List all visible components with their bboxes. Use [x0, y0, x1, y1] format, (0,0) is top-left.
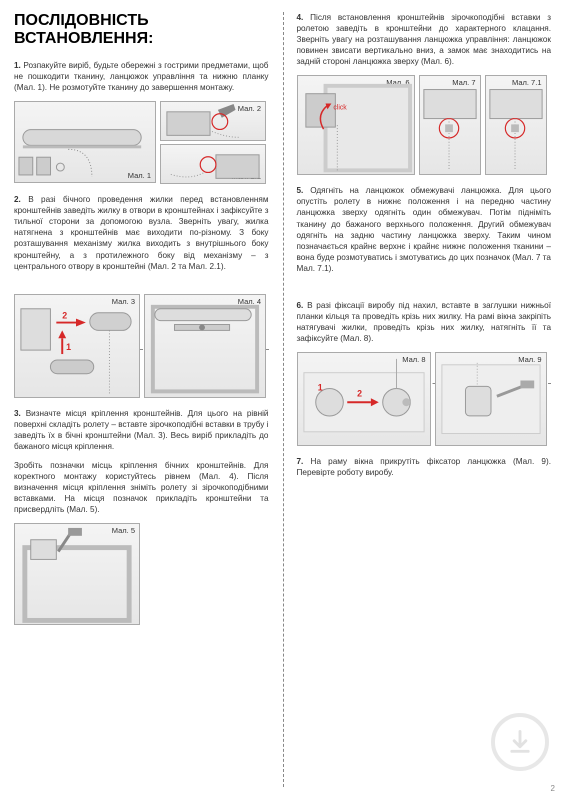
step-6-text: 6. В разі фіксації виробу під нахил, вст… — [297, 300, 552, 344]
fig-row-4: Мал. 6 click Мал. 7 — [297, 75, 552, 175]
figure-8: Мал. 8 1 2 — [297, 352, 431, 446]
page: ПОСЛІДОВНІСТЬ ВСТАНОВЛЕННЯ: 1. Розпакуйт… — [0, 0, 565, 799]
figure-4-graphic — [145, 295, 265, 397]
fig-row-3: Мал. 5 — [14, 523, 269, 625]
figure-9-graphic — [436, 353, 546, 445]
figure-6: Мал. 6 click — [297, 75, 415, 175]
figure-9: Мал. 9 — [435, 352, 547, 446]
step-3b-text: Зробіть позначки місць кріплення бічних … — [14, 460, 269, 515]
step-2-text: 2. В разі бічного проведення жилки перед… — [14, 194, 269, 271]
figure-3: Мал. 3 2 1 — [14, 294, 140, 398]
svg-text:2: 2 — [62, 310, 67, 320]
watermark-icon — [491, 713, 549, 771]
step-7-text: 7. На раму вікна прикрутіть фіксатор лан… — [297, 456, 552, 478]
step-4-text: 4. Після встановлення кронштейнів зірочк… — [297, 12, 552, 67]
fig-row-2: Мал. 3 2 1 Мал. 4 — [14, 294, 269, 398]
step-1-text: 1. Розпакуйте виріб, будьте обережні з г… — [14, 60, 269, 93]
step-5-text: 5. Одягніть на ланцюжок обмежувачі ланцю… — [297, 185, 552, 274]
click-text: click — [333, 105, 347, 112]
figure-2: Мал. 2 — [160, 101, 266, 141]
figure-7-1-graphic — [486, 76, 546, 173]
figure-7: Мал. 7 — [419, 75, 481, 175]
figure-4: Мал. 4 — [144, 294, 266, 398]
svg-text:1: 1 — [66, 342, 71, 352]
fig-row-1: Мал. 1 Мал. 2 — [14, 101, 269, 184]
right-column: 4. Після встановлення кронштейнів зірочк… — [283, 0, 565, 799]
figure-2-1-graphic — [161, 145, 265, 184]
figure-7-graphic — [420, 76, 480, 173]
figure-2-graphic — [161, 102, 265, 141]
figure-5-graphic — [15, 524, 139, 624]
figure-1: Мал. 1 — [14, 101, 156, 183]
figure-7-1: Мал. 7.1 — [485, 75, 547, 175]
vertical-divider — [283, 12, 284, 787]
figure-5: Мал. 5 — [14, 523, 140, 625]
left-column: ПОСЛІДОВНІСТЬ ВСТАНОВЛЕННЯ: 1. Розпакуйт… — [0, 0, 283, 799]
figure-6-graphic: click — [298, 76, 414, 174]
figure-2-1: Мал. 2.1 — [160, 144, 266, 184]
step-3-text: 3. Визначте місця кріплення кронштейнів.… — [14, 408, 269, 452]
figure-3-graphic: 2 1 — [15, 295, 139, 397]
figure-8-graphic: 1 2 — [298, 353, 430, 446]
page-title: ПОСЛІДОВНІСТЬ ВСТАНОВЛЕННЯ: — [14, 12, 269, 48]
svg-text:2: 2 — [357, 388, 362, 398]
fig-row-5: Мал. 8 1 2 Мал. 9 — [297, 352, 552, 446]
page-number: 2 — [551, 784, 555, 793]
figure-1-graphic — [15, 102, 155, 183]
svg-text:1: 1 — [317, 382, 322, 392]
